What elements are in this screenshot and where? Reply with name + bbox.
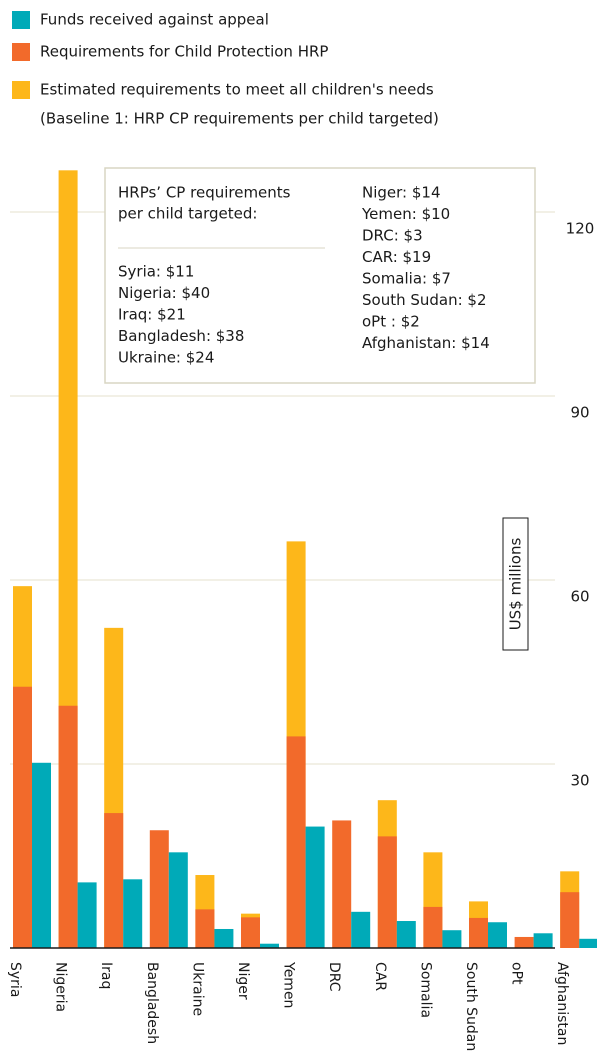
x-tick-label: Niger [235, 962, 251, 1000]
annotation-item: DRC: $3 [362, 227, 423, 245]
x-tick-label: Yemen [281, 961, 297, 1008]
annotation-item: South Sudan: $2 [362, 291, 487, 309]
bar [195, 909, 215, 948]
bar [260, 943, 279, 948]
legend-label: Estimated requirements to meet all child… [40, 81, 434, 99]
y-tick-label: 90 [570, 404, 589, 422]
x-tick-label: Somalia [417, 962, 433, 1018]
bar [351, 911, 371, 948]
bar [533, 933, 553, 948]
annotation-item: Bangladesh: $38 [118, 327, 244, 345]
x-tick-label: Afghanistan [554, 962, 570, 1045]
annotation-item: Yemen: $10 [361, 205, 450, 223]
x-tick-label: Iraq [98, 962, 114, 989]
x-tick-label: CAR [372, 962, 388, 991]
bar [77, 882, 97, 948]
y-tick-label: 120 [566, 220, 595, 238]
x-tick-label: DRC [326, 962, 342, 992]
bar [241, 917, 260, 948]
annotation-item: CAR: $19 [362, 248, 431, 266]
bar [13, 686, 32, 948]
annotation-item: Somalia: $7 [362, 270, 451, 288]
legend-label: Funds received against appeal [40, 11, 269, 29]
bar [332, 820, 352, 948]
bar [123, 879, 143, 948]
legend-swatch [12, 11, 30, 29]
annotation-heading: HRPs’ CP requirements [118, 184, 291, 202]
bar [305, 826, 325, 948]
bar [168, 852, 188, 948]
legend-swatch [12, 43, 30, 61]
bar [469, 917, 488, 948]
bar [214, 928, 234, 948]
bar [442, 930, 462, 948]
bar [396, 921, 416, 948]
x-tick-label: Nigeria [53, 962, 69, 1012]
annotation-box [104, 167, 536, 384]
bar [514, 936, 534, 948]
x-tick-label: South Sudan [463, 962, 479, 1051]
y-tick-label: 60 [570, 588, 589, 606]
bar [32, 762, 51, 948]
legend-label: Requirements for Child Protection HRP [40, 43, 328, 61]
x-tick-label: Syria [7, 962, 23, 997]
bar [58, 705, 78, 948]
annotation-item: oPt : $2 [362, 313, 420, 331]
annotation-item: Iraq: $21 [118, 306, 186, 324]
x-tick-label: oPt [509, 962, 525, 985]
annotation-item: Nigeria: $40 [118, 284, 210, 302]
y-tick-label: 30 [570, 772, 589, 790]
annotation-heading: per child targeted: [118, 205, 257, 223]
annotation-item: Ukraine: $24 [118, 349, 214, 367]
bar [104, 813, 124, 948]
bar [149, 830, 169, 948]
bar [560, 892, 580, 948]
legend-note: (Baseline 1: HRP CP requirements per chi… [40, 110, 439, 128]
annotation-item: Niger: $14 [362, 184, 441, 202]
bar [286, 736, 306, 948]
annotation-item: Syria: $11 [118, 263, 194, 281]
legend-swatch [12, 81, 30, 99]
bar [488, 922, 507, 948]
bar [423, 906, 443, 948]
x-tick-label: Ukraine [189, 962, 205, 1016]
y-axis-label: US$ millions [507, 538, 525, 631]
annotation-item: Afghanistan: $14 [362, 334, 490, 352]
bar [579, 938, 597, 948]
bar [377, 836, 397, 948]
x-tick-label: Bangladesh [144, 962, 160, 1044]
y-label-box [502, 517, 529, 651]
